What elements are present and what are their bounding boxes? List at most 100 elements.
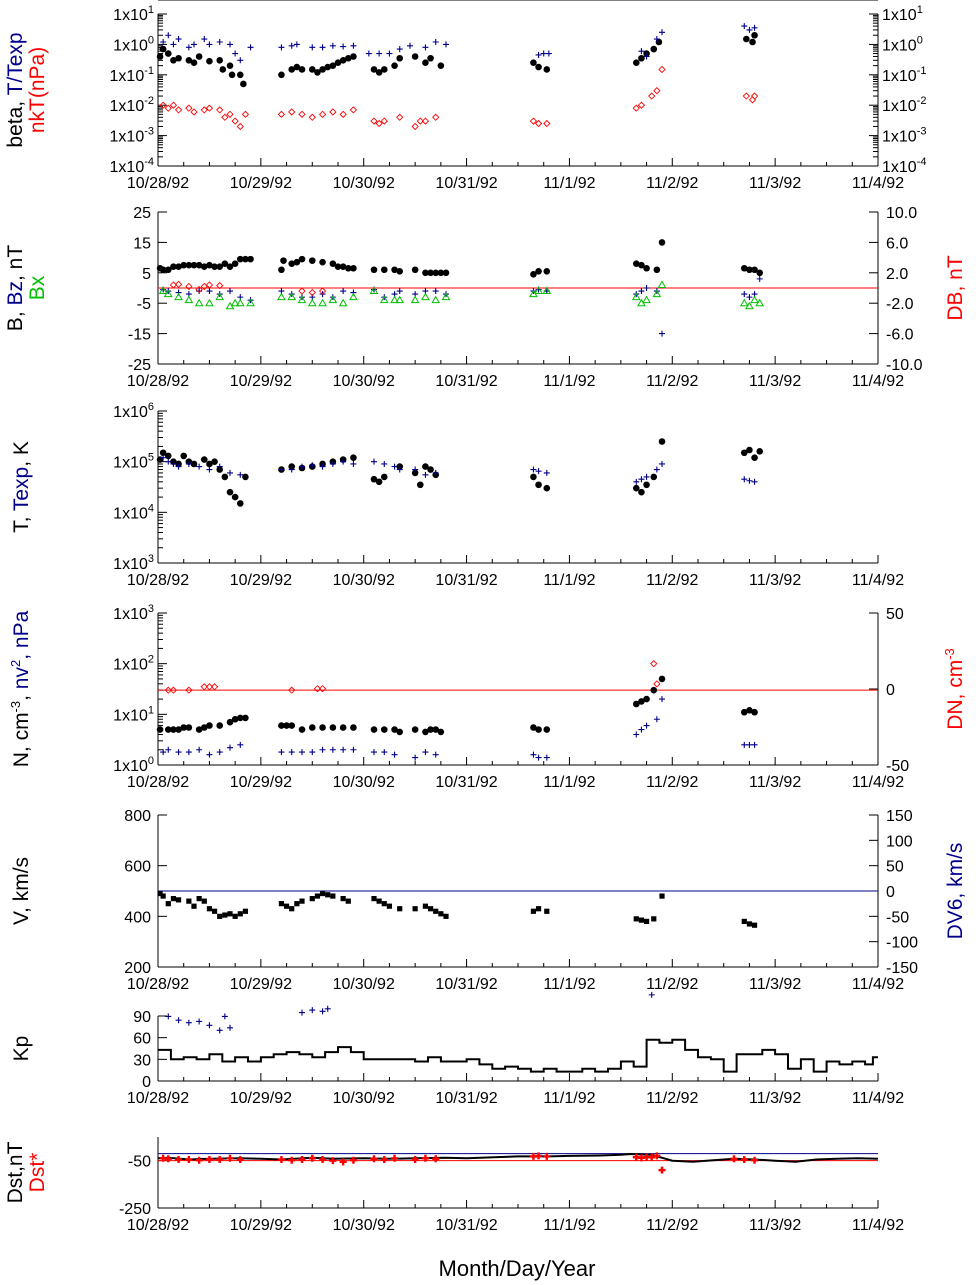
beta-point xyxy=(422,44,429,51)
beta-point xyxy=(288,42,295,49)
T-point xyxy=(190,460,198,468)
N-y-tick-label: 1x101 xyxy=(113,704,154,724)
Kp-x-tick-label: 10/29/92 xyxy=(230,1090,292,1107)
B-point xyxy=(350,289,357,296)
beta-point xyxy=(658,65,666,74)
T-series-0 xyxy=(156,438,764,507)
beta-point xyxy=(159,45,167,53)
N-point xyxy=(164,686,172,694)
beta-point xyxy=(288,108,296,116)
beta-point xyxy=(309,44,316,51)
B-point xyxy=(247,255,254,263)
Kp-y-tick-label: 30 xyxy=(133,1052,151,1069)
B-x-tick-label: 11/2/92 xyxy=(646,373,698,390)
Dst-point xyxy=(730,1155,738,1163)
V-point xyxy=(217,913,223,919)
B-point xyxy=(643,285,650,291)
N-point xyxy=(298,726,306,733)
beta-point xyxy=(164,104,172,112)
Dst-point xyxy=(236,1155,244,1163)
V-point xyxy=(340,896,346,902)
beta-point xyxy=(236,71,244,79)
V-x-tick-label: 10/30/92 xyxy=(333,976,395,993)
beta-point xyxy=(339,110,347,118)
V-point xyxy=(544,908,550,914)
N-point xyxy=(653,716,660,723)
beta-x-tick-label: 10/30/92 xyxy=(333,175,395,192)
T-point xyxy=(746,446,753,454)
T-point xyxy=(340,458,347,465)
beta-y-tick-label: 1x10-3 xyxy=(110,126,154,146)
Kp-y-tick-label: 0 xyxy=(142,1074,151,1091)
beta-point xyxy=(159,101,167,109)
N-point xyxy=(432,726,440,733)
B-point xyxy=(395,295,405,304)
B-point xyxy=(278,266,285,274)
T-point xyxy=(165,458,172,465)
B-point xyxy=(642,295,651,304)
N-point xyxy=(751,708,758,716)
beta-y-label: beta, T/Texp xyxy=(4,32,27,147)
Dst-y-tick-label: -250 xyxy=(119,1201,151,1218)
B-point xyxy=(206,288,213,295)
N-point xyxy=(437,728,445,736)
B-point xyxy=(755,298,765,307)
V-point xyxy=(157,890,163,897)
T-point xyxy=(170,460,177,467)
Kp-x-tick-label: 10/28/92 xyxy=(127,1090,189,1107)
B-point xyxy=(293,258,301,266)
V-series-0 xyxy=(157,890,758,928)
T-point xyxy=(231,493,239,501)
T-point xyxy=(643,473,650,480)
B-point xyxy=(280,257,287,264)
V-point xyxy=(170,896,177,902)
beta-x-tick-label: 10/29/92 xyxy=(230,175,292,192)
N-point xyxy=(381,749,388,756)
B-point xyxy=(226,263,234,271)
beta-point xyxy=(195,53,203,60)
beta-y-tick-label: 1x10-4 xyxy=(110,156,154,176)
B-point xyxy=(200,282,208,291)
V-right-tick-label: -50 xyxy=(886,909,909,926)
B-point xyxy=(431,295,441,304)
beta-y-tick-label: 1x101 xyxy=(113,4,154,24)
T-point xyxy=(396,466,403,473)
N-point xyxy=(659,696,665,703)
Kp-series-0 xyxy=(158,1038,878,1073)
N-point xyxy=(746,707,753,714)
beta-point xyxy=(648,92,656,100)
V-right-tick-label: 100 xyxy=(886,833,913,850)
B-right-tick-label: 10.0 xyxy=(886,205,917,222)
B-point xyxy=(421,292,430,301)
B-series-2 xyxy=(158,280,765,310)
N-point xyxy=(180,724,188,731)
beta-y-tick-label: 1x10-1 xyxy=(110,65,154,85)
beta-point xyxy=(190,59,198,67)
Dst-point xyxy=(164,1155,172,1163)
beta-point xyxy=(340,43,347,50)
V-point xyxy=(319,1008,326,1015)
N-point xyxy=(432,751,439,758)
Kp-x-tick-label: 10/31/92 xyxy=(435,1090,497,1107)
N-point xyxy=(350,746,357,753)
V-x-tick-label: 10/29/92 xyxy=(230,976,292,993)
T-point xyxy=(416,481,424,489)
B-point xyxy=(369,286,379,295)
B-point xyxy=(432,269,440,277)
N-point xyxy=(530,751,537,758)
Dst-point xyxy=(370,1155,378,1163)
V-point xyxy=(221,1013,228,1020)
B-point xyxy=(190,261,198,269)
N-point xyxy=(653,680,661,688)
V-y-tick-label: 400 xyxy=(124,909,151,926)
B-point xyxy=(751,266,758,274)
N-point xyxy=(278,722,285,729)
T-point xyxy=(221,473,229,481)
Dst-point xyxy=(740,1155,748,1163)
beta-point xyxy=(339,56,347,64)
T-point xyxy=(350,460,357,467)
N-right-tick-label: 0 xyxy=(886,682,895,699)
beta-point xyxy=(237,57,244,64)
V-point xyxy=(397,906,403,912)
Dst-x-tick-label: 10/28/92 xyxy=(127,1217,189,1234)
